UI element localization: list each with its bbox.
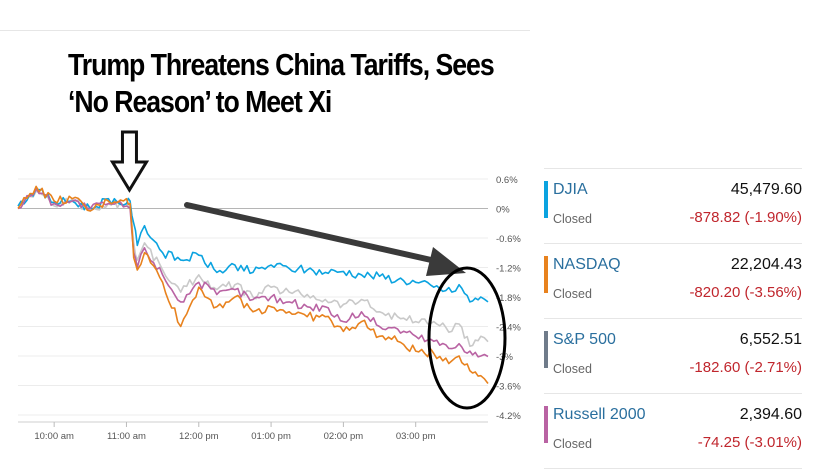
y-tick-label: -1.8% <box>496 293 521 304</box>
quote-change: -182.60 (-2.71%) <box>689 359 802 376</box>
quote-color-bar <box>544 256 548 293</box>
quote-divider <box>544 168 802 169</box>
intraday-chart: 10:00 am 11:00 am 12:00 pm 01:00 pm 02:00 pm… <box>17 130 521 442</box>
quote-name[interactable]: NASDAQ <box>553 256 621 273</box>
quote-status: Closed <box>553 437 592 451</box>
series-line-nasdaq <box>17 185 489 384</box>
quote-name[interactable]: Russell 2000 <box>553 406 646 423</box>
x-tick-label: 02:00 pm <box>324 431 364 442</box>
quote-change: -74.25 (-3.01%) <box>697 434 802 451</box>
chart-series <box>17 185 489 384</box>
quote-divider <box>544 243 802 244</box>
quote-price: 2,394.60 <box>739 406 802 423</box>
x-tick-label: 03:00 pm <box>396 431 436 442</box>
x-tick-label: 10:00 am <box>34 431 74 442</box>
top-divider <box>0 30 530 31</box>
trend-arrowhead <box>426 247 466 276</box>
y-tick-label: -4.2% <box>496 411 521 422</box>
series-line-djia <box>17 188 489 303</box>
trend-arrow-annotation <box>184 202 443 265</box>
y-tick-label: -3.6% <box>496 382 521 393</box>
quote-color-bar <box>544 181 548 218</box>
quote-color-bar <box>544 331 548 368</box>
y-tick-label: -0.6% <box>496 234 521 245</box>
chart-annotations <box>109 130 507 410</box>
quote-status: Closed <box>553 362 592 376</box>
quote-change: -878.82 (-1.90%) <box>689 209 802 226</box>
quote-price: 22,204.43 <box>730 256 802 273</box>
quote-divider <box>544 318 802 319</box>
headline-line-1: Trump Threatens China Tariffs, Sees <box>68 47 495 82</box>
ellipse-annotation <box>427 266 507 410</box>
y-tick-label: 0% <box>496 205 510 216</box>
quote-divider <box>544 393 802 394</box>
quote-name[interactable]: S&P 500 <box>553 331 616 348</box>
x-tick-label: 12:00 pm <box>179 431 219 442</box>
quote-price: 6,552.51 <box>739 331 802 348</box>
quote-change: -820.20 (-3.56%) <box>689 284 802 301</box>
quote-color-bar <box>544 406 548 443</box>
series-line-s-p-500 <box>17 190 489 347</box>
series-line-russell-2000 <box>17 188 489 358</box>
quote-status: Closed <box>553 287 592 301</box>
x-axis: 10:00 am 11:00 am 12:00 pm 01:00 pm 02:00 pm… <box>18 421 488 442</box>
y-tick-label: -2.4% <box>496 323 521 334</box>
down-arrow-annotation <box>109 130 150 193</box>
quote-sp500[interactable]: S&P 500 Closed 6,552.51 -182.60 (-2.71%) <box>544 319 802 393</box>
y-tick-label: -1.2% <box>496 264 521 275</box>
headline: Trump Threatens China Tariffs, Sees ‘No … <box>68 46 495 120</box>
headline-line-2: ‘No Reason’ to Meet Xi <box>68 84 332 119</box>
quote-status: Closed <box>553 212 592 226</box>
x-tick-label: 01:00 pm <box>251 431 291 442</box>
chart-grid <box>18 178 488 416</box>
quote-price: 45,479.60 <box>730 181 802 198</box>
quote-name[interactable]: DJIA <box>553 181 588 198</box>
quote-russell-2000[interactable]: Russell 2000 Closed 2,394.60 -74.25 (-3.… <box>544 394 802 468</box>
x-tick-label: 11:00 am <box>107 431 146 442</box>
quote-nasdaq[interactable]: NASDAQ Closed 22,204.43 -820.20 (-3.56%) <box>544 244 802 318</box>
index-quotes-panel: DJIA Closed 45,479.60 -878.82 (-1.90%) N… <box>544 168 802 469</box>
quote-djia[interactable]: DJIA Closed 45,479.60 -878.82 (-1.90%) <box>544 169 802 243</box>
y-tick-label: 0.6% <box>496 175 518 186</box>
